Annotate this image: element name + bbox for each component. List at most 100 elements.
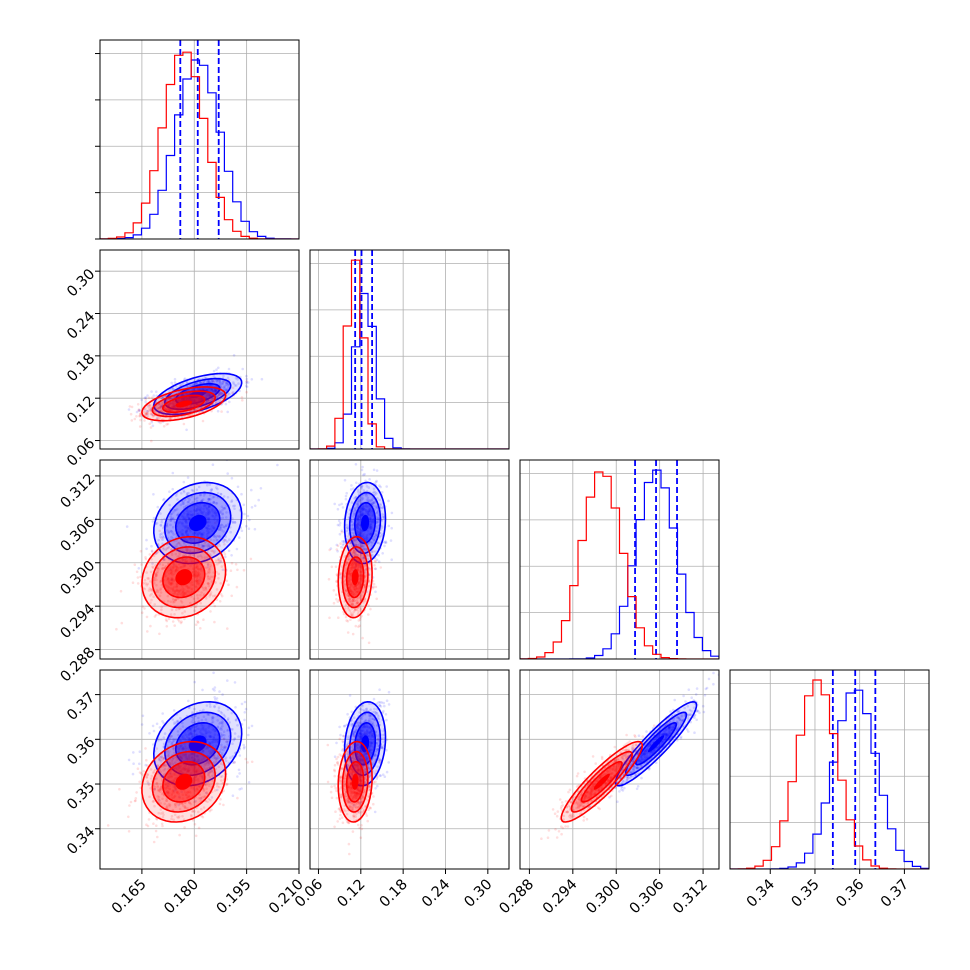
scatter-point: [245, 390, 248, 394]
scatter-point: [245, 524, 248, 528]
scatter-point: [151, 413, 155, 417]
scatter-point: [155, 824, 158, 827]
scatter-point: [260, 377, 264, 381]
scatter-point: [206, 565, 210, 569]
scatter-point: [233, 681, 237, 684]
scatter-point: [355, 538, 358, 541]
scatter-point: [370, 498, 374, 502]
scatter-point: [152, 414, 156, 417]
scatter-point: [161, 538, 164, 541]
gridlines: [100, 40, 300, 239]
scatter-point: [157, 407, 161, 410]
scatter-point: [221, 382, 224, 386]
scatter-point: [133, 799, 137, 803]
scatter-point: [346, 631, 350, 634]
scatter-point: [344, 497, 348, 501]
scatter-point: [175, 545, 178, 549]
scatter-point: [339, 576, 343, 579]
scatter-point: [162, 566, 165, 570]
scatter-point: [372, 585, 376, 589]
scatter-point: [368, 478, 371, 481]
scatter-point: [161, 712, 164, 715]
scatter-point: [179, 727, 182, 731]
scatter-point: [160, 536, 163, 540]
histogram-step: [310, 259, 509, 449]
scatter-point: [336, 544, 340, 548]
scatter-point: [357, 610, 360, 613]
scatter-point: [164, 548, 168, 552]
scatter-point: [236, 485, 240, 489]
scatter-point: [144, 412, 148, 416]
scatter-point: [221, 380, 225, 383]
y-tick-label: 0.24: [64, 309, 98, 343]
scatter-point: [215, 394, 219, 398]
scatter-point: [219, 592, 223, 596]
scatter-point: [154, 829, 158, 833]
scatter-point: [330, 565, 334, 569]
scatter-point: [361, 636, 364, 640]
scatter-point: [148, 422, 151, 426]
scatter-point: [227, 583, 230, 587]
scatter-point: [349, 541, 352, 544]
scatter-point: [339, 571, 342, 575]
scatter-point: [230, 594, 233, 598]
scatter-point: [381, 515, 385, 519]
scatter-point: [216, 563, 219, 566]
scatter-point: [195, 496, 199, 500]
scatter-point: [215, 588, 219, 591]
scatter-point: [188, 384, 192, 388]
scatter-point: [347, 598, 351, 601]
scatter-point: [159, 587, 163, 590]
scatter-point: [231, 391, 234, 395]
scatter-point: [129, 412, 133, 416]
scatter-point: [232, 504, 235, 508]
scatter-point: [208, 493, 212, 497]
scatter-point: [187, 500, 190, 504]
scatter-point: [245, 382, 248, 385]
scatter-point: [207, 379, 211, 383]
scatter-point: [172, 533, 175, 536]
scatter-point: [376, 511, 379, 515]
scatter-point: [193, 605, 197, 609]
axes-frame: [99, 39, 300, 240]
scatter-point: [209, 575, 213, 579]
scatter-point: [193, 382, 197, 386]
scatter-point: [356, 612, 360, 615]
scatter-point: [225, 389, 228, 392]
scatter-point: [215, 379, 218, 382]
scatter-point: [158, 406, 161, 409]
scatter-point: [143, 587, 147, 591]
panel-content: [520, 460, 719, 659]
scatter-point: [152, 595, 155, 598]
scatter-point: [162, 497, 166, 501]
scatter-point: [168, 389, 171, 393]
scatter-point: [358, 618, 362, 621]
scatter-point: [158, 533, 162, 536]
scatter-point: [354, 496, 358, 499]
scatter-point: [207, 567, 211, 571]
scatter-point: [151, 724, 155, 728]
scatter-point: [178, 833, 181, 837]
scatter-point: [368, 568, 372, 571]
scatter-point: [219, 493, 223, 496]
scatter-point: [333, 502, 337, 506]
scatter-point: [180, 601, 184, 604]
scatter-point: [231, 517, 234, 520]
histogram-step: [310, 292, 509, 449]
scatter-point: [135, 410, 139, 414]
scatter-point: [150, 598, 153, 602]
scatter-point: [156, 550, 160, 554]
scatter-point: [374, 534, 378, 538]
scatter-point: [201, 498, 205, 501]
scatter-point: [238, 536, 241, 539]
scatter-point: [219, 390, 222, 394]
scatter-point: [361, 497, 365, 501]
scatter-point: [362, 547, 365, 551]
scatter-point: [154, 574, 157, 578]
scatter-point: [360, 614, 363, 618]
scatter-point: [170, 608, 174, 612]
scatter-point: [351, 551, 355, 554]
scatter-point: [367, 562, 371, 566]
scatter-point: [224, 383, 228, 386]
scatter-point: [219, 582, 222, 585]
